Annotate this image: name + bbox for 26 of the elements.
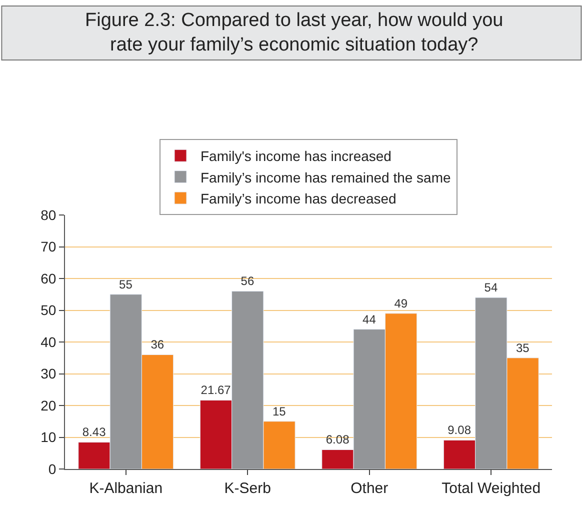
data-label: 9.08 (448, 423, 472, 438)
y-tick-label: 0 (48, 460, 56, 477)
data-label: 49 (394, 296, 408, 310)
y-tick-label: 50 (40, 302, 56, 318)
data-label: 35 (516, 340, 530, 355)
legend-label: Family's income has increased (200, 148, 392, 164)
y-tick-label: 70 (40, 238, 56, 255)
legend-label: Family’s income has remained the same (200, 169, 452, 186)
legend-label: Family’s income has decreased (200, 190, 396, 206)
x-tick-label: K-Albanian (89, 480, 163, 497)
data-label: 54 (484, 280, 498, 295)
data-label: 21.67 (200, 383, 232, 398)
data-label: 15 (272, 404, 286, 418)
x-tick-label: Other (350, 480, 388, 497)
data-label: 55 (119, 277, 133, 292)
y-tick-label: 60 (40, 270, 56, 286)
x-tick-label: K-Serb (224, 480, 271, 497)
data-label: 8.43 (82, 425, 106, 440)
data-label: 44 (362, 312, 376, 326)
y-tick-label: 20 (40, 397, 56, 414)
x-tick-label: Total Weighted (442, 480, 541, 497)
y-tick-label: 30 (40, 366, 56, 382)
y-tick-label: 40 (40, 334, 56, 350)
y-tick-label: 80 (40, 206, 56, 223)
chart-title: Figure 2.3: Compared to last year, how would you rate your family’s economic situation today? (85, 10, 504, 56)
y-tick-label: 10 (40, 429, 56, 446)
